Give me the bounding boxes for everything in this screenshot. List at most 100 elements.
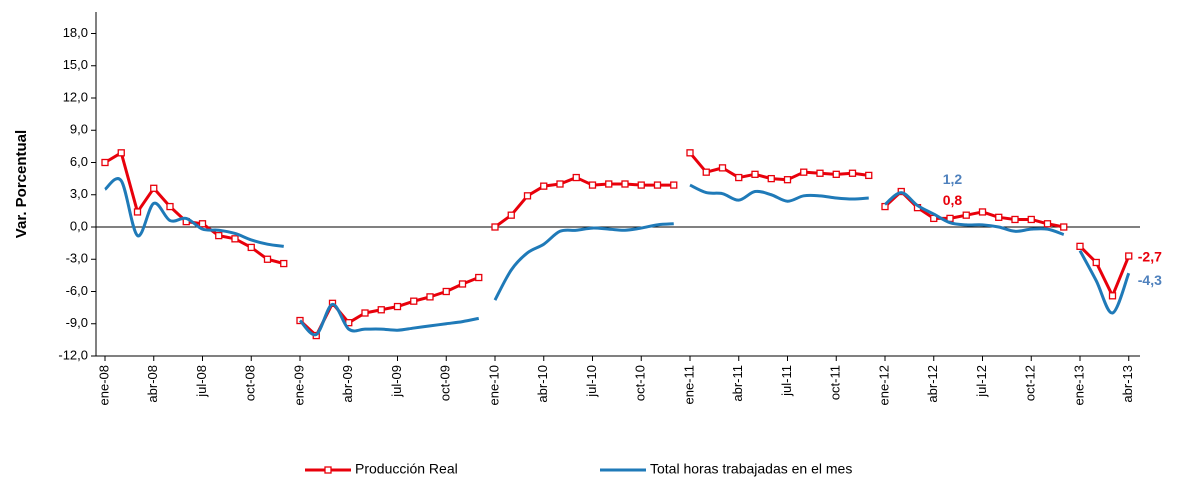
marker xyxy=(800,168,808,176)
y-axis-label: Var. Porcentual xyxy=(13,130,30,238)
x-tick-label: ene-08 xyxy=(96,365,111,405)
marker xyxy=(653,181,662,189)
legend-marker xyxy=(324,466,332,474)
marker xyxy=(410,297,418,305)
series-line xyxy=(494,176,674,229)
x-tick-label: jul-11 xyxy=(779,365,794,397)
marker xyxy=(475,273,483,282)
series-line xyxy=(884,191,1065,236)
y-tick-label: 15,0 xyxy=(63,57,88,72)
marker xyxy=(767,174,775,183)
marker xyxy=(718,164,727,172)
marker xyxy=(540,182,548,190)
marker xyxy=(605,180,613,188)
marker xyxy=(458,280,467,288)
x-tick-label: jul-08 xyxy=(194,365,209,398)
x-tick-label: ene-10 xyxy=(486,365,501,405)
y-tick-label: 3,0 xyxy=(70,186,88,201)
marker xyxy=(1027,215,1035,224)
marker xyxy=(1011,215,1019,224)
x-tick-label: ene-12 xyxy=(876,365,891,405)
marker xyxy=(588,181,597,189)
marker xyxy=(1125,252,1133,260)
y-tick-label: -12,0 xyxy=(58,347,88,362)
x-tick-label: ene-13 xyxy=(1071,365,1086,405)
x-tick-label: abr-11 xyxy=(730,365,745,402)
marker xyxy=(523,192,532,200)
value-label: 0,8 xyxy=(943,192,963,208)
marker xyxy=(215,231,223,240)
marker xyxy=(150,184,158,192)
marker xyxy=(361,309,369,317)
y-tick-label: 18,0 xyxy=(63,25,88,40)
series-line xyxy=(688,151,869,182)
y-tick-label: 0,0 xyxy=(70,218,88,233)
marker xyxy=(1108,292,1117,300)
marker xyxy=(751,170,759,178)
y-tick-label: -3,0 xyxy=(66,251,88,266)
series-line xyxy=(298,276,480,338)
marker xyxy=(231,235,239,243)
series-line xyxy=(689,183,869,203)
value-label: -2,7 xyxy=(1138,249,1162,265)
marker xyxy=(101,158,109,167)
marker xyxy=(832,170,840,178)
y-tick-label: 6,0 xyxy=(70,154,88,169)
marker xyxy=(848,169,857,177)
x-tick-label: abr-13 xyxy=(1120,365,1135,403)
series-line xyxy=(883,190,1065,229)
y-tick-label: 12,0 xyxy=(63,89,88,104)
x-tick-label: abr-12 xyxy=(925,365,940,403)
marker xyxy=(572,173,580,182)
value-label: 1,2 xyxy=(943,171,963,187)
y-tick-label: -9,0 xyxy=(66,315,88,330)
legend-label: Producción Real xyxy=(355,461,458,477)
x-tick-label: abr-09 xyxy=(340,365,355,403)
marker xyxy=(166,202,174,211)
x-tick-label: oct-08 xyxy=(243,365,258,401)
marker xyxy=(670,181,678,189)
marker xyxy=(393,302,402,311)
marker xyxy=(133,208,142,216)
series-line xyxy=(1078,249,1131,315)
marker xyxy=(1092,258,1100,267)
series-line xyxy=(104,151,285,266)
marker xyxy=(556,180,564,188)
marker xyxy=(1060,223,1068,231)
y-tick-label: -6,0 xyxy=(66,283,88,298)
marker xyxy=(978,208,987,216)
x-tick-label: abr-10 xyxy=(535,365,550,403)
marker xyxy=(702,168,710,176)
series-line xyxy=(298,302,480,337)
marker xyxy=(280,259,288,268)
marker xyxy=(621,180,629,188)
series-line xyxy=(104,177,284,248)
x-tick-label: oct-09 xyxy=(438,365,453,401)
marker xyxy=(198,220,207,228)
series-line xyxy=(1078,245,1131,298)
x-tick-label: jul-10 xyxy=(584,365,599,398)
marker xyxy=(426,293,434,301)
marker xyxy=(962,211,970,219)
marker xyxy=(816,169,824,177)
legend-label: Total horas trabajadas en el mes xyxy=(650,461,852,477)
marker xyxy=(247,243,255,252)
x-tick-label: oct-11 xyxy=(828,365,843,400)
marker xyxy=(1076,242,1084,251)
x-tick-label: abr-08 xyxy=(145,365,160,403)
x-tick-label: oct-10 xyxy=(633,365,648,401)
x-tick-label: jul-12 xyxy=(974,365,989,398)
y-tick-label: 9,0 xyxy=(70,122,88,137)
marker xyxy=(637,181,645,189)
marker xyxy=(865,171,873,180)
value-label: -4,3 xyxy=(1138,272,1162,288)
marker xyxy=(735,173,743,182)
marker xyxy=(507,211,515,219)
series-line xyxy=(493,222,674,301)
marker xyxy=(117,149,125,157)
marker xyxy=(377,306,385,314)
x-tick-label: ene-09 xyxy=(291,365,306,405)
x-tick-label: ene-11 xyxy=(681,365,696,405)
